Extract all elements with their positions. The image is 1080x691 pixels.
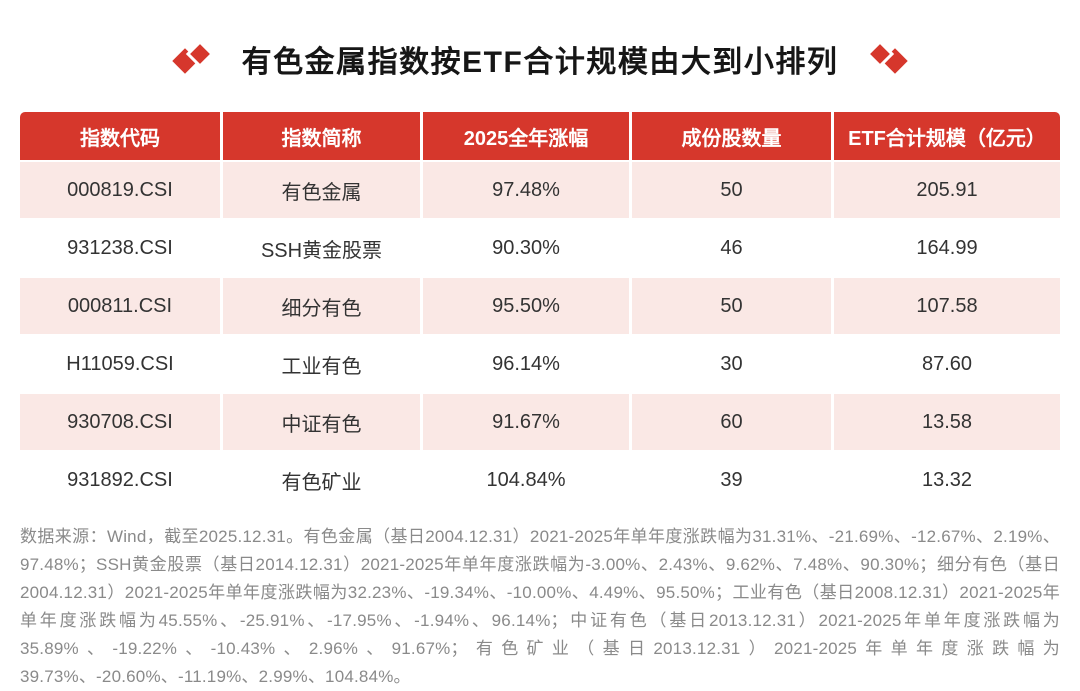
- cell-constituent-count: 60: [632, 392, 834, 450]
- cell-constituent-count: 50: [632, 276, 834, 334]
- cell-etf-scale: 13.58: [834, 392, 1060, 450]
- cell-index-code: 931238.CSI: [20, 218, 223, 276]
- cell-2025-change: 96.14%: [423, 334, 632, 392]
- cell-2025-change: 97.48%: [423, 160, 632, 218]
- table-row: 930708.CSI 中证有色 91.67% 60 13.58: [20, 392, 1060, 450]
- table-row: 000819.CSI 有色金属 97.48% 50 205.91: [20, 160, 1060, 218]
- cell-index-code: 931892.CSI: [20, 450, 223, 508]
- column-header-constituent-count: 成份股数量: [632, 112, 834, 160]
- cell-index-name: SSH黄金股票: [223, 218, 423, 276]
- title-bar: 有色金属指数按ETF合计规模由大到小排列: [20, 28, 1060, 90]
- cell-etf-scale: 13.32: [834, 450, 1060, 508]
- cell-2025-change: 95.50%: [423, 276, 632, 334]
- double-diamond-icon: [171, 39, 216, 79]
- cell-constituent-count: 30: [632, 334, 834, 392]
- cell-2025-change: 104.84%: [423, 450, 632, 508]
- table-row: H11059.CSI 工业有色 96.14% 30 87.60: [20, 334, 1060, 392]
- column-header-index-name: 指数简称: [223, 112, 423, 160]
- cell-index-name: 有色矿业: [223, 450, 423, 508]
- cell-constituent-count: 46: [632, 218, 834, 276]
- cell-constituent-count: 39: [632, 450, 834, 508]
- column-header-2025-change: 2025全年涨幅: [423, 112, 632, 160]
- cell-2025-change: 91.67%: [423, 392, 632, 450]
- cell-etf-scale: 107.58: [834, 276, 1060, 334]
- cell-constituent-count: 50: [632, 160, 834, 218]
- cell-index-code: 000811.CSI: [20, 276, 223, 334]
- table-row: 931892.CSI 有色矿业 104.84% 39 13.32: [20, 450, 1060, 508]
- index-table: 指数代码 指数简称 2025全年涨幅 成份股数量 ETF合计规模（亿元） 000…: [20, 112, 1060, 508]
- table-row: 000811.CSI 细分有色 95.50% 50 107.58: [20, 276, 1060, 334]
- column-header-index-code: 指数代码: [20, 112, 223, 160]
- cell-index-name: 有色金属: [223, 160, 423, 218]
- double-diamond-icon: [864, 39, 909, 79]
- cell-etf-scale: 87.60: [834, 334, 1060, 392]
- data-source-note: 数据来源：Wind，截至2025.12.31。有色金属（基日2004.12.31…: [20, 527, 1060, 686]
- cell-etf-scale: 164.99: [834, 218, 1060, 276]
- table-header-row: 指数代码 指数简称 2025全年涨幅 成份股数量 ETF合计规模（亿元）: [20, 112, 1060, 160]
- cell-index-name: 工业有色: [223, 334, 423, 392]
- cell-2025-change: 90.30%: [423, 218, 632, 276]
- cell-index-code: 000819.CSI: [20, 160, 223, 218]
- cell-index-name: 细分有色: [223, 276, 423, 334]
- cell-index-code: H11059.CSI: [20, 334, 223, 392]
- page-title: 有色金属指数按ETF合计规模由大到小排列: [241, 46, 839, 79]
- table-row: 931238.CSI SSH黄金股票 90.30% 46 164.99: [20, 218, 1060, 276]
- column-header-etf-scale: ETF合计规模（亿元）: [834, 112, 1060, 160]
- cell-index-code: 930708.CSI: [20, 392, 223, 450]
- cell-etf-scale: 205.91: [834, 160, 1060, 218]
- cell-index-name: 中证有色: [223, 392, 423, 450]
